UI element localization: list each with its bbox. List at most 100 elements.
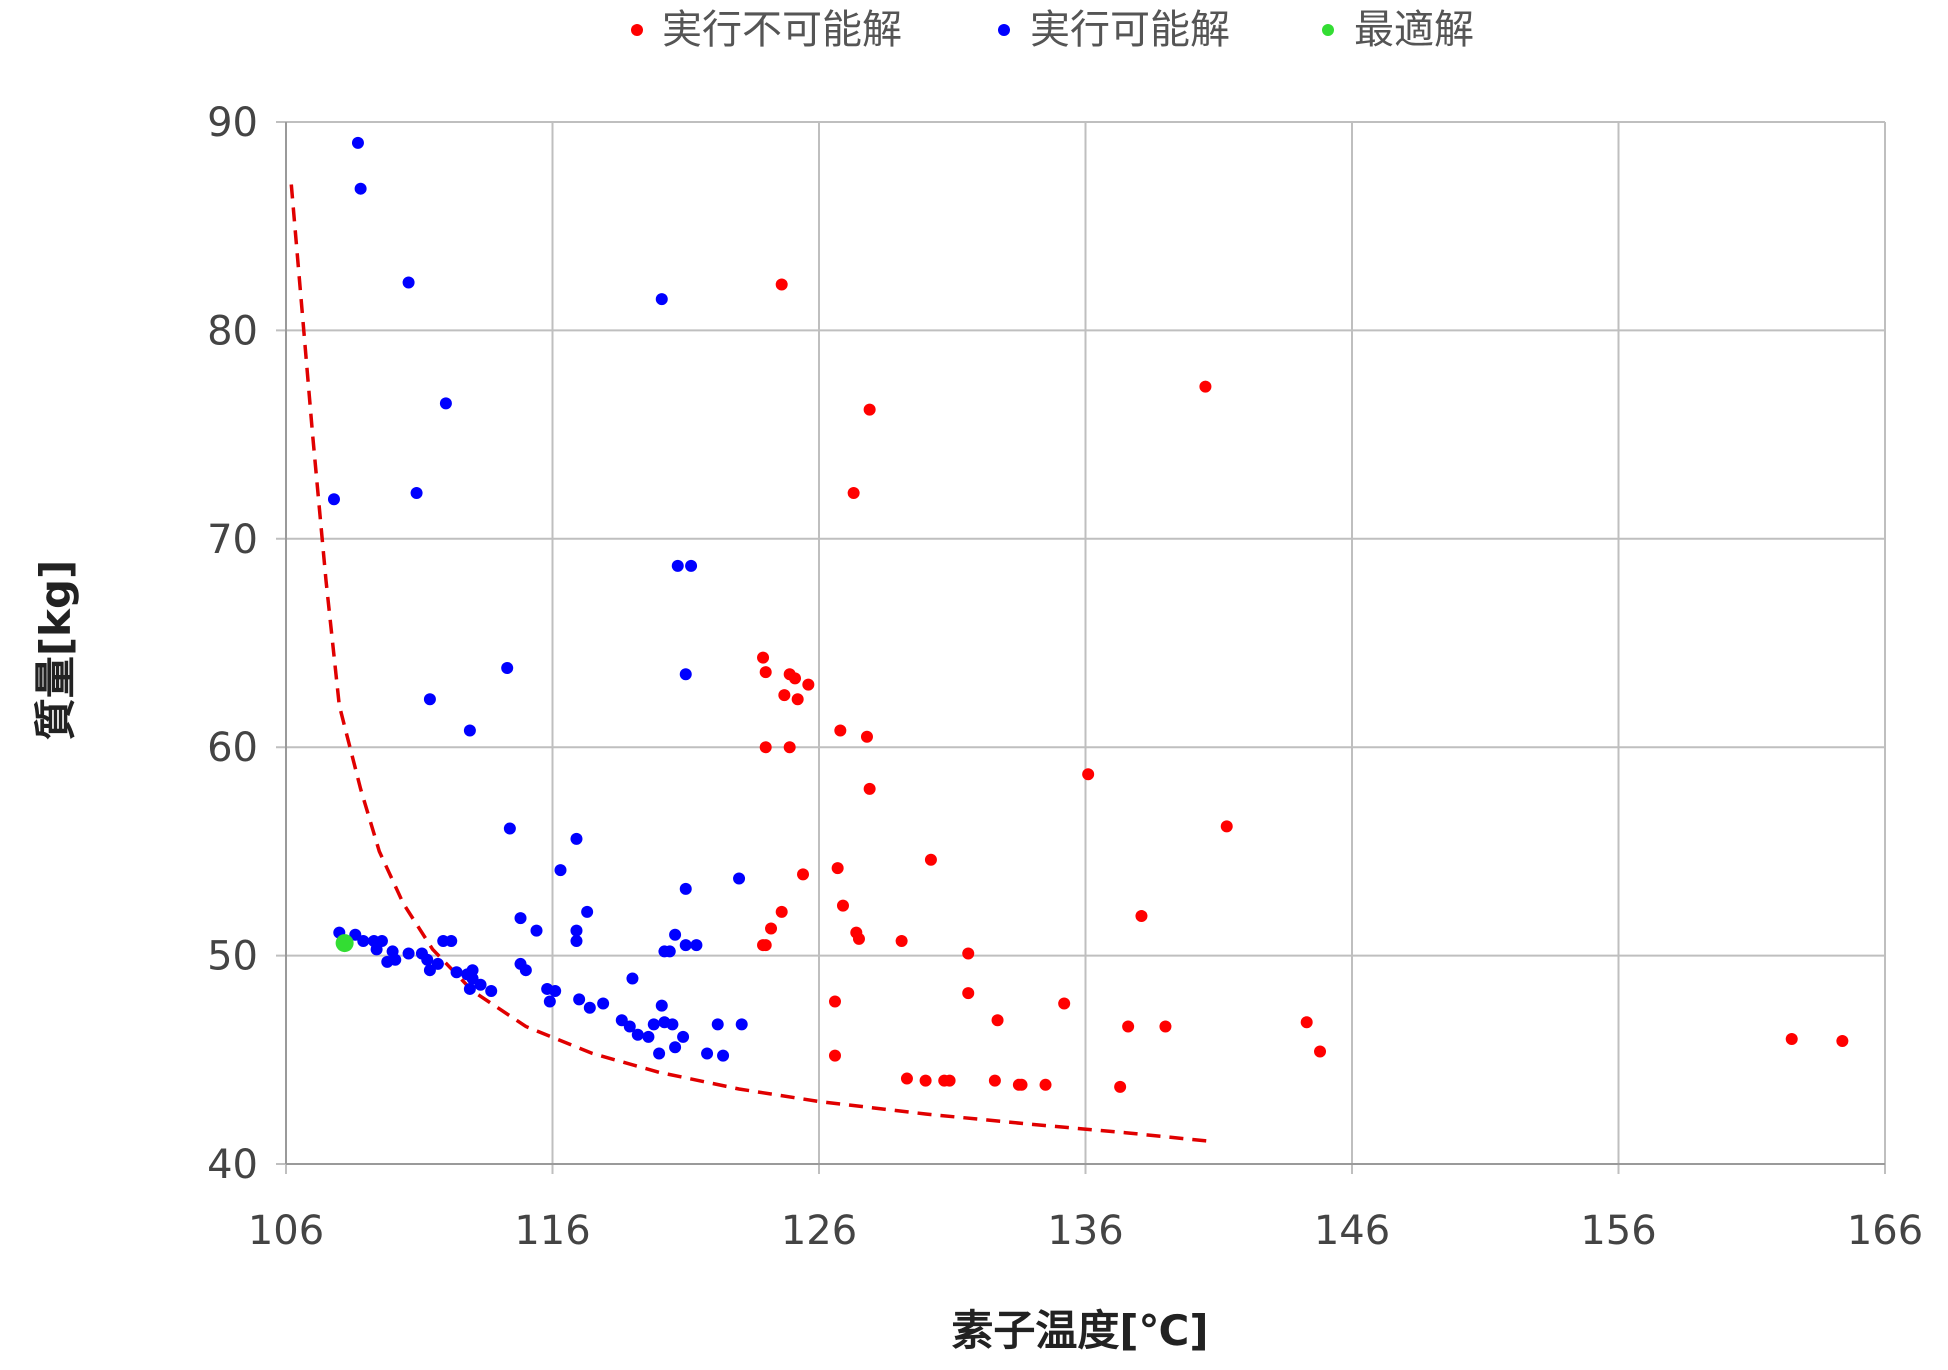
- data-point: [519, 964, 532, 977]
- data-point: [501, 662, 514, 675]
- legend-marker: [631, 24, 643, 36]
- data-point: [831, 862, 844, 875]
- x-tick-label: 166: [1847, 1208, 1923, 1254]
- data-point: [1122, 1020, 1135, 1033]
- data-point: [677, 1030, 690, 1043]
- data-point: [543, 995, 556, 1008]
- data-point: [402, 276, 415, 289]
- data-point: [410, 486, 423, 499]
- data-point: [962, 987, 975, 1000]
- x-tick-label: 106: [248, 1208, 324, 1254]
- data-point: [423, 964, 436, 977]
- data-point: [943, 1074, 956, 1087]
- data-point: [802, 678, 815, 691]
- data-point: [554, 864, 567, 877]
- data-point: [647, 1018, 660, 1031]
- data-point: [474, 978, 487, 991]
- data-point: [863, 782, 876, 795]
- data-point: [735, 1018, 748, 1031]
- data-point: [1058, 997, 1071, 1010]
- data-point: [1135, 910, 1148, 923]
- data-point: [570, 924, 583, 937]
- data-point: [626, 972, 639, 985]
- data-point: [1836, 1035, 1849, 1048]
- data-point: [439, 397, 452, 410]
- legend-entry: 実行不可能解: [631, 7, 902, 53]
- data-point: [421, 953, 434, 966]
- data-point: [666, 1018, 679, 1031]
- data-point: [573, 993, 586, 1006]
- data-point: [631, 1028, 644, 1041]
- legend: 実行不可能解 実行可能解 最適解: [631, 7, 1474, 53]
- x-axis-title: 素子温度[℃]: [951, 1306, 1208, 1355]
- data-point: [852, 932, 865, 945]
- data-point: [597, 997, 610, 1010]
- data-point: [623, 1020, 636, 1033]
- data-point: [759, 666, 772, 679]
- x-tick-label: 136: [1047, 1208, 1123, 1254]
- series-3: [335, 934, 354, 953]
- data-point: [717, 1049, 730, 1062]
- data-point: [1314, 1045, 1327, 1058]
- data-point: [402, 947, 415, 960]
- data-points: [327, 136, 1849, 1093]
- data-point: [351, 136, 364, 149]
- boundary-curve-layer: [289, 184, 1209, 1143]
- data-point: [711, 1018, 724, 1031]
- data-point: [791, 693, 804, 706]
- data-point: [679, 939, 692, 952]
- legend-marker: [998, 24, 1010, 36]
- data-point: [389, 953, 402, 966]
- data-point: [570, 832, 583, 845]
- y-tick-label: 70: [207, 517, 258, 563]
- data-point: [1082, 768, 1095, 781]
- data-point: [1015, 1078, 1028, 1091]
- data-point: [778, 689, 791, 702]
- x-tick-label: 116: [514, 1208, 590, 1254]
- data-point: [570, 935, 583, 948]
- data-point: [642, 1030, 655, 1043]
- data-point: [690, 939, 703, 952]
- y-tick-labels: 40 50 60 70 80 90: [207, 100, 258, 1188]
- data-point: [783, 741, 796, 754]
- data-point: [1300, 1016, 1313, 1029]
- legend-entry: 実行可能解: [998, 7, 1230, 53]
- data-point: [549, 985, 562, 998]
- gridlines: [276, 121, 1886, 1174]
- data-point: [370, 943, 383, 956]
- data-point: [685, 559, 698, 572]
- data-point: [828, 995, 841, 1008]
- data-point: [669, 1041, 682, 1054]
- data-point: [583, 1001, 596, 1014]
- data-point: [663, 945, 676, 958]
- series-2: [327, 136, 748, 1062]
- x-tick-label: 126: [781, 1208, 857, 1254]
- x-tick-labels: 106 116 126 136 146 156 166: [248, 1208, 1923, 1254]
- data-point: [445, 935, 458, 948]
- series-1: [757, 278, 1849, 1093]
- data-point: [463, 724, 476, 737]
- y-tick-label: 40: [207, 1142, 258, 1188]
- data-point: [789, 672, 802, 685]
- data-point: [679, 882, 692, 895]
- data-point: [327, 493, 340, 506]
- legend-label: 実行不可能解: [662, 7, 902, 53]
- data-point: [919, 1074, 932, 1087]
- y-tick-label: 60: [207, 725, 258, 771]
- data-point: [860, 730, 873, 743]
- data-point: [775, 278, 788, 291]
- data-point: [836, 899, 849, 912]
- data-point: [900, 1072, 913, 1085]
- data-point: [962, 947, 975, 960]
- data-point: [423, 693, 436, 706]
- data-point: [797, 868, 810, 881]
- data-point: [759, 741, 772, 754]
- legend-label: 最適解: [1354, 7, 1474, 53]
- data-point: [924, 853, 937, 866]
- y-tick-label: 50: [207, 934, 258, 980]
- data-point: [828, 1049, 841, 1062]
- data-point: [895, 935, 908, 948]
- data-point: [357, 935, 370, 948]
- data-point: [653, 1047, 666, 1060]
